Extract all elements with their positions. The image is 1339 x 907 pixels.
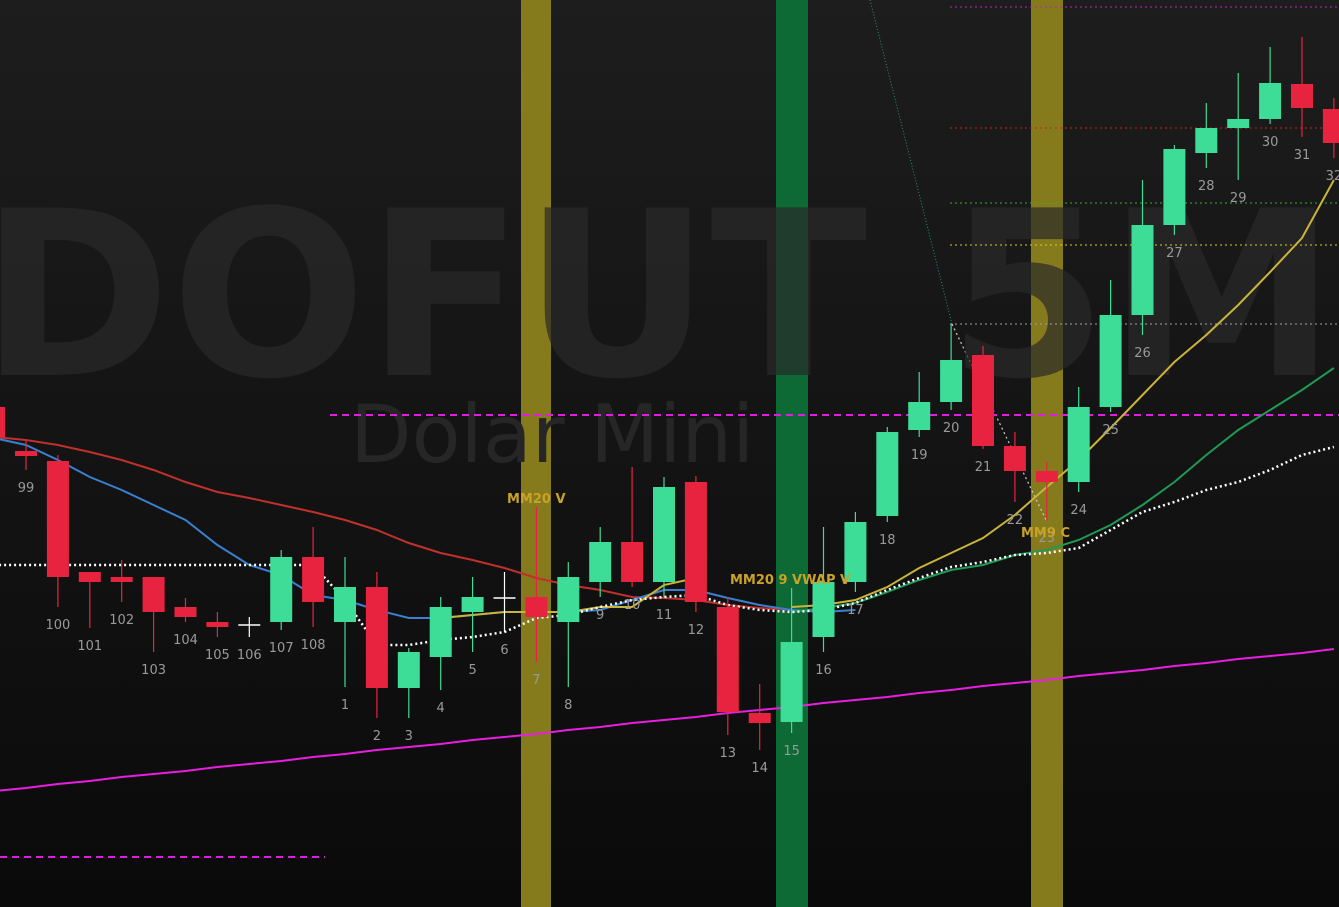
candle-body <box>0 407 6 437</box>
candle-label: 18 <box>879 533 896 548</box>
candle-body <box>142 577 165 612</box>
candle-body <box>525 597 548 617</box>
candle-label: 108 <box>301 638 326 653</box>
trend-line <box>951 323 1048 523</box>
candle-label: 25 <box>1102 423 1119 438</box>
highlight-band <box>521 0 551 907</box>
candle-body <box>1067 407 1090 482</box>
candle-label: 24 <box>1070 503 1087 518</box>
candle-body <box>1291 84 1313 108</box>
candle-label: 105 <box>205 648 230 663</box>
candle-label: 6 <box>500 643 508 658</box>
candle-label: 15 <box>783 744 800 759</box>
candle-body <box>461 597 484 612</box>
candle-label: 5 <box>468 663 476 678</box>
candle-body <box>1035 471 1058 482</box>
candle-body <box>174 607 197 617</box>
candle-label: 8 <box>564 698 572 713</box>
candle-body <box>716 607 739 712</box>
indicator-line <box>0 648 1335 792</box>
candle-body <box>46 461 69 577</box>
candle-label: 21 <box>975 460 992 475</box>
candle-body <box>780 642 803 722</box>
candle-body <box>748 713 771 723</box>
candle-body <box>653 487 675 582</box>
candle-body <box>812 582 835 637</box>
highlight-band <box>1031 0 1063 907</box>
annotation: MM20 9 VWAP V <box>730 573 850 588</box>
candle-label: 7 <box>532 673 540 688</box>
candle-body <box>1163 149 1186 225</box>
indicator-line <box>0 445 1335 647</box>
candle-label: 106 <box>237 648 262 663</box>
candle-label: 100 <box>45 618 70 633</box>
candle-label: 32 <box>1326 169 1339 184</box>
candle-body <box>1322 109 1339 143</box>
candle-label: 101 <box>77 639 102 654</box>
candle-label: 11 <box>656 608 673 623</box>
highlight-band <box>776 0 808 907</box>
annotation: MM20 V <box>507 492 566 507</box>
candle-label: 13 <box>720 746 737 761</box>
candle-body <box>110 577 133 582</box>
watermark-subtitle: Dolar Mini <box>350 388 754 481</box>
candle-body <box>684 482 707 602</box>
candle-label: 9 <box>596 608 604 623</box>
candle-label: 4 <box>437 701 445 716</box>
candle-body <box>270 557 293 622</box>
candle-body <box>621 542 644 582</box>
candle-body <box>876 432 899 516</box>
candle-body <box>1259 83 1282 119</box>
candle-label: 103 <box>141 663 166 678</box>
candle-body <box>334 587 356 622</box>
candle-label: 17 <box>847 603 864 618</box>
candle-body <box>1099 315 1122 407</box>
candle-body <box>1195 128 1218 153</box>
indicator-line <box>0 436 792 611</box>
annotation: MM9 C <box>1021 526 1070 541</box>
candle-label: 104 <box>173 633 198 648</box>
candle-body <box>429 607 452 657</box>
candle-body <box>1227 119 1250 128</box>
candle-body <box>206 622 229 627</box>
candle-label: 102 <box>109 613 134 628</box>
candle-label: 22 <box>1007 513 1024 528</box>
indicator-line <box>791 367 1335 613</box>
candle-label: 107 <box>269 641 294 656</box>
candle-label: 14 <box>751 761 768 776</box>
candle-label: 16 <box>815 663 832 678</box>
candle-label: 19 <box>911 448 928 463</box>
candle-body <box>365 587 388 688</box>
candle-body <box>302 557 325 602</box>
candle-body <box>15 451 37 456</box>
candle-body <box>908 402 931 430</box>
candle-label: 31 <box>1294 148 1311 163</box>
candle-label: 29 <box>1230 191 1247 206</box>
candle-label: 30 <box>1262 135 1279 150</box>
candle-body <box>844 522 867 582</box>
indicator-line <box>0 438 856 619</box>
candle-body <box>940 360 963 402</box>
candle-label: 20 <box>943 421 960 436</box>
candle-body <box>972 355 994 446</box>
candle-body <box>1131 225 1154 315</box>
candle-label: 12 <box>688 623 705 638</box>
candle-body <box>557 577 580 622</box>
candle-label: 3 <box>405 729 413 744</box>
candle-label: 28 <box>1198 179 1215 194</box>
candle-label: 26 <box>1134 346 1151 361</box>
candle-body <box>1003 446 1026 471</box>
candle-label: 2 <box>373 729 381 744</box>
candle-label: 1 <box>341 698 349 713</box>
candle-label: 10 <box>624 598 641 613</box>
candle-label: 99 <box>18 481 35 496</box>
candle-label: 23 <box>1039 531 1056 546</box>
candle-label: 27 <box>1166 246 1183 261</box>
candle-body <box>78 572 101 582</box>
candle-body <box>589 542 612 582</box>
candle-body <box>397 652 420 688</box>
